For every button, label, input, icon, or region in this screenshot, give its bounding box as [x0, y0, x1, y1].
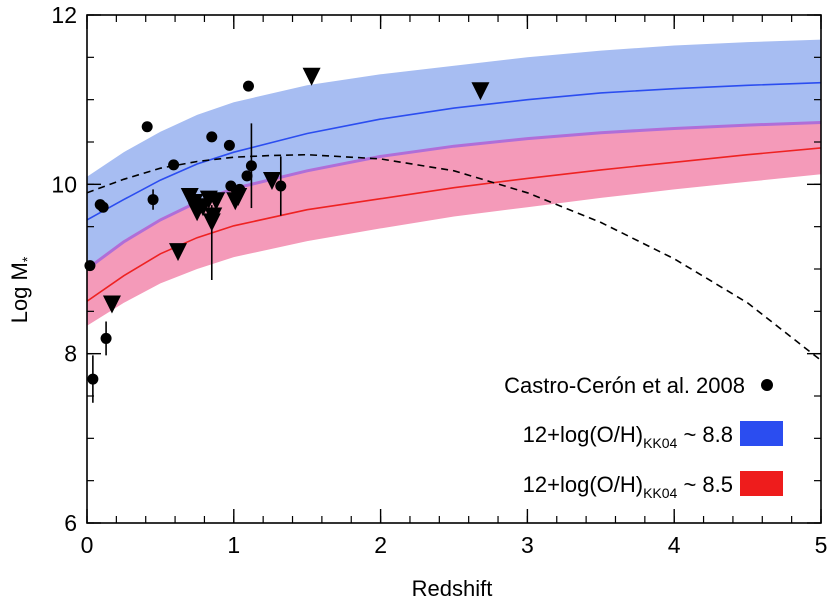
y-tick-label: 6 [64, 510, 77, 536]
legend-label-kk04-85-tail: ~ 8.5 [677, 472, 733, 497]
upper-limit-triangle [102, 295, 121, 314]
data-point [168, 159, 180, 171]
data-point [97, 201, 109, 213]
x-tick-label: 4 [668, 532, 681, 558]
band-center-line-0 [87, 81, 821, 221]
x-axis-label: Redshift [412, 576, 493, 601]
data-point [242, 80, 254, 92]
data-point [245, 160, 257, 172]
model-curves [87, 81, 821, 362]
data-point [100, 332, 112, 344]
y-tick-label: 12 [51, 2, 77, 28]
legend-marker-circle [761, 379, 773, 391]
x-tick-label: 5 [815, 532, 828, 558]
band-center-line-1 [87, 147, 821, 302]
legend: Castro-Cerón et al. 2008 12+log(O/H)KK04… [504, 373, 783, 501]
legend-label-kk04-88-sub: KK04 [643, 435, 677, 451]
legend-label-kk04-88-tail: ~ 8.8 [677, 422, 733, 447]
x-tick-label: 2 [374, 532, 387, 558]
legend-label-kk04-88: 12+log(O/H)KK04 ~ 8.8 [523, 422, 733, 451]
x-tick-label: 1 [227, 532, 240, 558]
upper-limit-triangle [471, 82, 490, 101]
x-tick-label: 0 [81, 532, 94, 558]
y-axis-label: Log M* [7, 256, 35, 323]
upper-limit-triangle [302, 67, 321, 86]
metallicity-bands [87, 39, 821, 326]
y-axis-label-subscript: * [19, 256, 35, 262]
y-tick-label: 10 [51, 171, 77, 197]
data-point [275, 180, 287, 192]
legend-label-kk04-85-main: 12+log(O/H) [523, 472, 643, 497]
x-tick-label: 3 [521, 532, 534, 558]
upper-limit-triangle [229, 188, 248, 207]
y-tick-label: 8 [64, 341, 77, 367]
upper-limit-triangle [204, 207, 223, 226]
upper-limit-triangle [207, 192, 226, 211]
legend-label-castro-ceron: Castro-Cerón et al. 2008 [504, 373, 745, 398]
upper-limit-triangle [262, 171, 281, 190]
data-point [147, 194, 159, 206]
legend-label-kk04-85-sub: KK04 [643, 485, 677, 501]
legend-label-kk04-88-main: 12+log(O/H) [523, 422, 643, 447]
band-overlap-edge [87, 121, 821, 271]
band-area-0 [87, 39, 821, 269]
legend-swatch-kk04-85 [740, 471, 783, 496]
data-point [241, 170, 253, 182]
data-point [141, 121, 153, 133]
legend-label-kk04-85: 12+log(O/H)KK04 ~ 8.5 [523, 472, 733, 501]
data-point [206, 131, 218, 143]
legend-swatch-kk04-88 [740, 421, 783, 446]
y-axis-label-main: Log M [7, 262, 32, 323]
data-point [87, 373, 99, 385]
band-area-1 [87, 122, 821, 326]
upper-limit-triangle [169, 243, 188, 262]
data-point [223, 139, 235, 151]
